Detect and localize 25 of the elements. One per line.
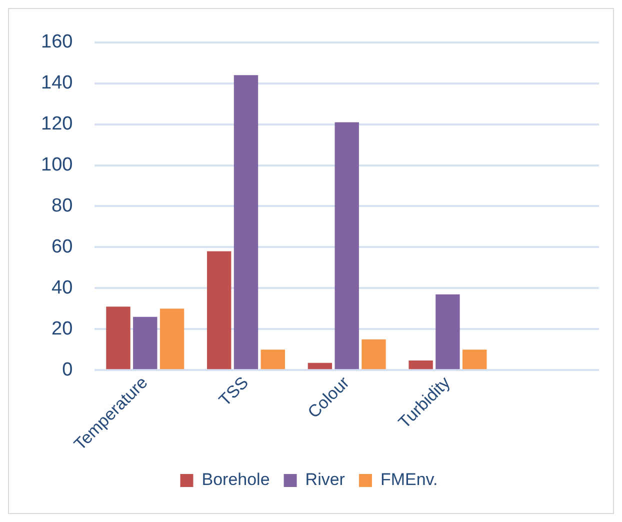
bar: [260, 350, 285, 370]
bar: [436, 294, 460, 370]
bar: [308, 362, 332, 370]
bar: [334, 122, 359, 370]
legend-label: FMEnv.: [380, 470, 438, 490]
legend-label: Borehole: [202, 470, 270, 490]
bar: [408, 360, 433, 370]
bar: [362, 339, 386, 370]
bar: [206, 251, 232, 370]
x-tick-label: TSS: [215, 373, 252, 410]
legend-label: River: [305, 470, 346, 490]
y-tick-label: 140: [41, 72, 73, 94]
bar: [160, 308, 184, 370]
y-tick-label: 100: [41, 154, 73, 176]
y-tick-label: 40: [52, 277, 73, 298]
bar: [106, 306, 130, 370]
bar: [133, 316, 158, 370]
y-tick-label: 160: [41, 32, 73, 53]
y-tick-label: 20: [52, 318, 73, 340]
y-tick-label: 0: [62, 359, 73, 380]
bar: [462, 350, 487, 370]
y-tick-label: 60: [52, 236, 73, 258]
y-tick-label: 80: [52, 195, 73, 216]
bar: [234, 75, 258, 370]
y-tick-label: 120: [41, 114, 73, 135]
